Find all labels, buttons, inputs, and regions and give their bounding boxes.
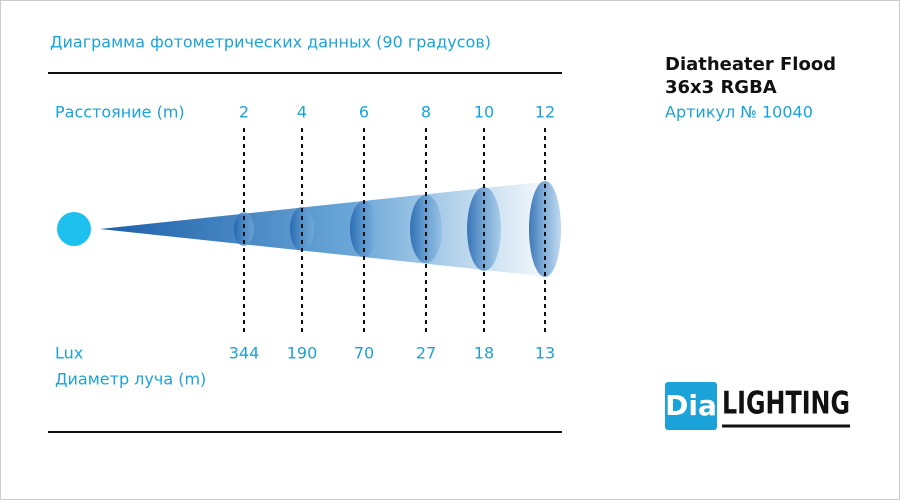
- light-source: [57, 212, 91, 246]
- distance-label: Расстояние (m): [55, 103, 185, 122]
- beam-spot: [467, 187, 501, 271]
- beam-spot: [350, 201, 378, 257]
- lux-value: 344: [229, 344, 260, 363]
- beam-spot: [529, 181, 561, 277]
- beam-spot: [410, 195, 442, 263]
- lux-value: 13: [535, 344, 555, 363]
- lux-value: 18: [474, 344, 494, 363]
- diameter-label: Диаметр луча (m): [55, 370, 206, 389]
- lux-value: 27: [416, 344, 436, 363]
- distance-value: 10: [474, 103, 494, 122]
- distance-value: 2: [239, 103, 249, 122]
- product-name: Diatheater Flood: [665, 54, 836, 75]
- logo-box: [665, 382, 717, 430]
- beam-spot: [290, 207, 314, 251]
- distance-value: 4: [297, 103, 307, 122]
- distance-value: 12: [535, 103, 555, 122]
- title: Диаграмма фотометрических данных (90 гра…: [50, 33, 491, 52]
- distance-value: 8: [421, 103, 431, 122]
- beam-spot: [234, 212, 254, 246]
- logo-right: LIGHTING: [722, 386, 850, 422]
- lux-value: 190: [287, 344, 318, 363]
- beam: [100, 180, 560, 278]
- article: Артикул № 10040: [665, 103, 813, 122]
- columns: 2 344 4 190 6 70 8 27 10 18 12 13: [229, 103, 561, 363]
- logo-left: Dia: [665, 389, 717, 422]
- product-model: 36x3 RGBA: [665, 77, 777, 98]
- distance-value: 6: [359, 103, 369, 122]
- lux-value: 70: [354, 344, 374, 363]
- logo: Dia LIGHTING: [665, 382, 850, 430]
- lux-label: Lux: [55, 344, 83, 363]
